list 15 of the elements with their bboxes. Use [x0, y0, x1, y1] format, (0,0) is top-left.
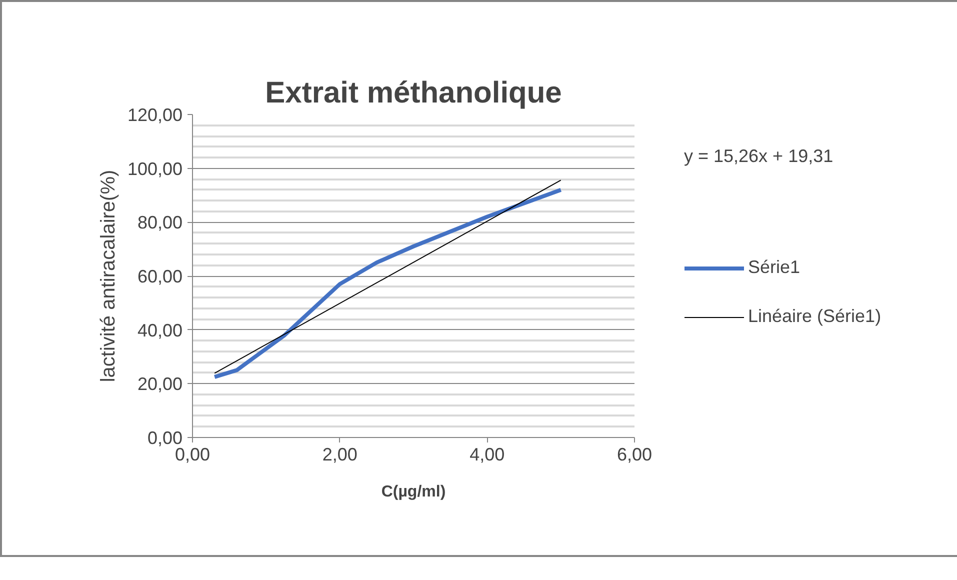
y-tick-label: 20,00	[137, 374, 183, 394]
y-tick-label: 60,00	[137, 266, 183, 286]
y-axis-title: lactivité antiracalaire(%)	[97, 170, 120, 382]
x-tick-label: 6,00	[616, 444, 652, 464]
chart-title: Extrait méthanolique	[265, 76, 562, 110]
x-axis-title: C(µg/ml)	[381, 484, 446, 500]
y-tick-label: 100,00	[127, 158, 183, 179]
y-tick-label: 80,00	[137, 212, 183, 233]
text: y = 15,26x + 19,31	[684, 146, 834, 167]
legend-label: Linéaire (Série1)	[748, 306, 882, 327]
x-tick-label: 4,00	[470, 444, 505, 464]
legend-label: Série1	[748, 257, 800, 278]
y-tick-label: 120,00	[127, 105, 183, 125]
x-tick-label: 2,00	[322, 444, 358, 464]
y-tick-label: 40,00	[137, 320, 183, 340]
